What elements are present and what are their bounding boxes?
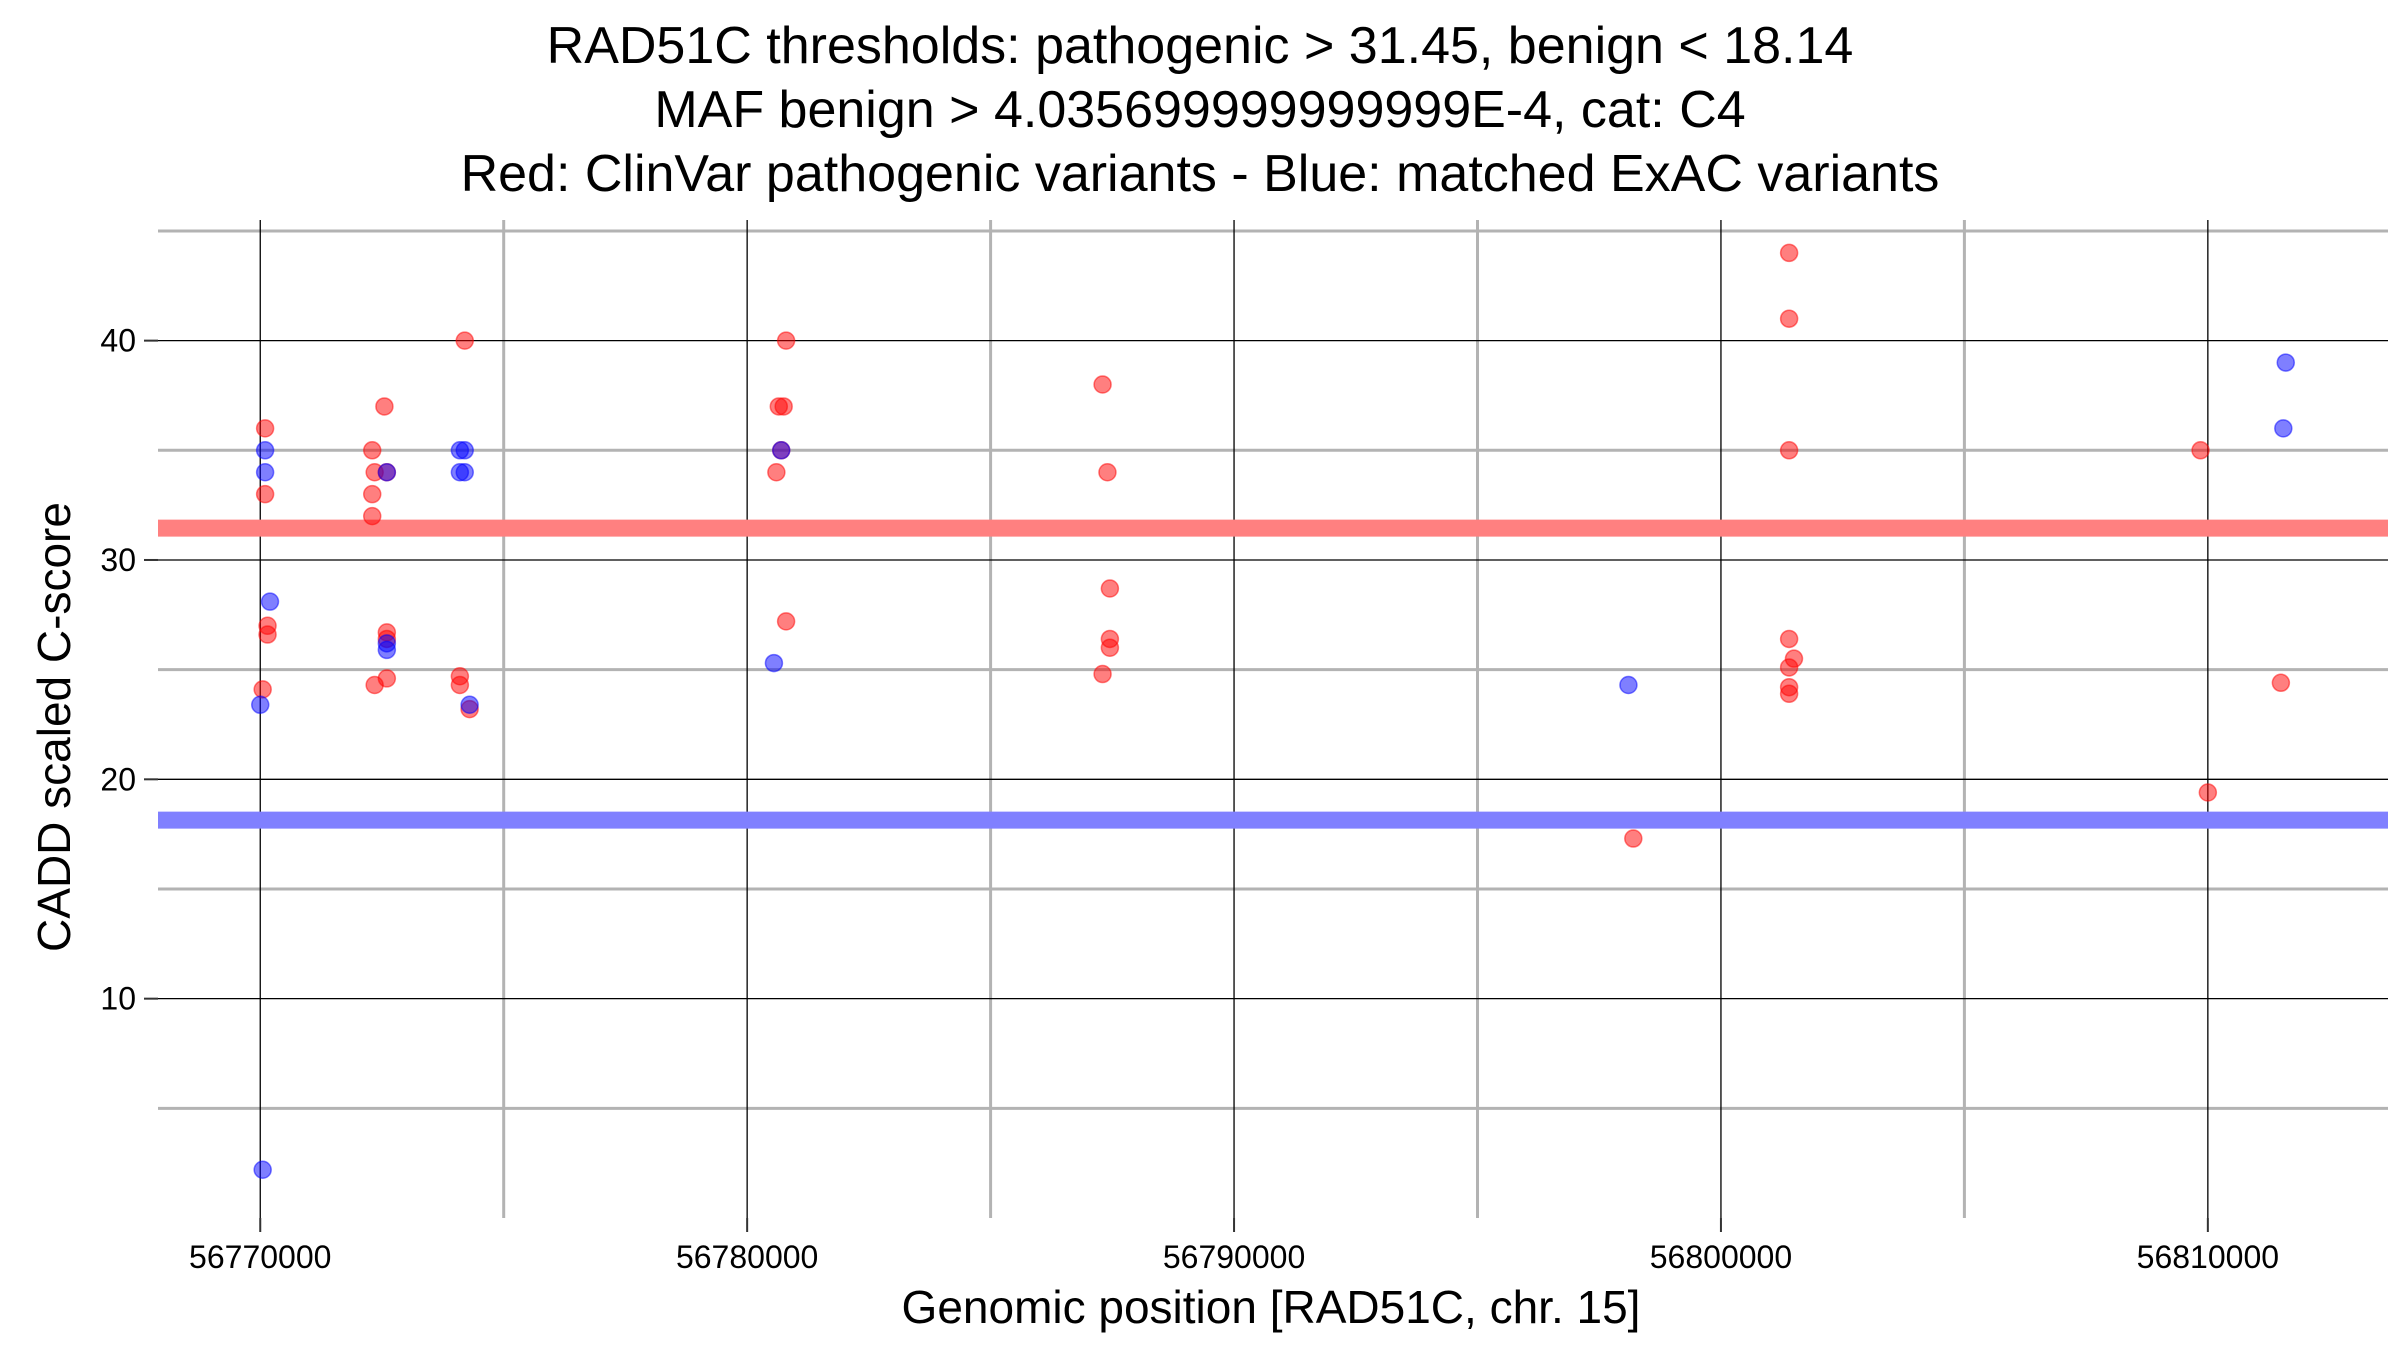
data-point-series-1 (377, 640, 397, 660)
data-point-series-1 (2274, 419, 2293, 438)
data-point-series-0 (450, 675, 470, 695)
y-axis-label: CADD scaled C-score (28, 502, 80, 952)
data-point-series-1 (771, 441, 791, 460)
data-point-series-1 (255, 462, 275, 482)
tick-marks (144, 339, 2209, 1232)
data-point-series-1 (255, 441, 275, 460)
x-axis-label: Genomic position [RAD51C, chr. 15] (902, 1281, 1641, 1333)
chart-title-line-3: Red: ClinVar pathogenic variants - Blue:… (460, 145, 1940, 203)
data-point-series-1 (260, 592, 280, 611)
data-point-series-0 (776, 612, 796, 631)
y-tick-label: 40 (100, 323, 136, 359)
data-point-series-0 (767, 462, 786, 482)
data-points (250, 243, 2296, 1179)
y-tick-label: 30 (100, 542, 136, 578)
chart-title-line-1: RAD51C thresholds: pathogenic > 31.45, b… (546, 17, 1854, 75)
data-point-series-1 (764, 653, 784, 673)
data-point-series-0 (2191, 441, 2210, 460)
data-point-series-0 (455, 331, 474, 350)
data-point-series-0 (1779, 441, 1799, 460)
data-point-series-1 (250, 695, 270, 714)
data-point-series-1 (2276, 353, 2296, 372)
chart-title: RAD51C thresholds: pathogenic > 31.45, b… (0, 14, 2400, 206)
x-tick-labels: 56770000 56780000 56790000 56800000 56810000 (189, 1239, 2279, 1275)
data-point-series-0 (253, 680, 272, 699)
data-point-series-0 (255, 484, 275, 504)
data-point-series-0 (1100, 579, 1120, 598)
data-point-series-0 (255, 419, 275, 438)
data-point-series-0 (1779, 629, 1799, 649)
x-tick-label: 56810000 (2137, 1239, 2279, 1275)
data-point-series-0 (362, 484, 382, 504)
data-point-series-0 (377, 669, 397, 688)
data-point-series-0 (1624, 829, 1643, 848)
data-point-series-0 (2271, 673, 2291, 693)
x-tick-label: 56780000 (676, 1239, 818, 1275)
data-point-series-0 (1098, 462, 1117, 482)
data-point-series-0 (1093, 664, 1112, 684)
data-point-series-1 (455, 462, 474, 482)
data-point-series-0 (1779, 684, 1799, 704)
data-point-series-1 (460, 695, 479, 714)
threshold-lines (158, 519, 2388, 829)
data-point-series-0 (776, 331, 796, 350)
data-point-series-1 (1619, 675, 1638, 695)
data-point-series-1 (455, 441, 474, 460)
data-point-series-0 (774, 397, 793, 416)
data-point-series-0 (362, 441, 382, 460)
data-point-series-0 (1093, 375, 1112, 394)
major-gridlines (158, 220, 2388, 1218)
y-tick-label: 10 (100, 981, 136, 1017)
data-point-series-0 (1779, 309, 1799, 328)
y-tick-label: 20 (100, 761, 136, 797)
chart-title-line-2: MAF benign > 4.035699999999999E-4, cat: … (654, 81, 1746, 139)
data-point-series-0 (1779, 658, 1799, 677)
data-point-series-1 (377, 462, 397, 482)
x-tick-label: 56770000 (189, 1239, 331, 1275)
y-tick-labels: 10 20 30 40 (100, 323, 136, 1017)
data-point-series-1 (253, 1160, 272, 1179)
data-point-series-0 (1100, 638, 1120, 657)
data-point-series-0 (2198, 783, 2218, 802)
minor-gridlines (158, 220, 2388, 1218)
data-point-series-0 (258, 625, 277, 644)
data-point-series-0 (362, 506, 382, 526)
data-point-series-0 (375, 397, 394, 416)
data-point-series-0 (1779, 243, 1799, 263)
x-tick-label: 56800000 (1650, 1239, 1792, 1275)
x-tick-label: 56790000 (1163, 1239, 1305, 1275)
